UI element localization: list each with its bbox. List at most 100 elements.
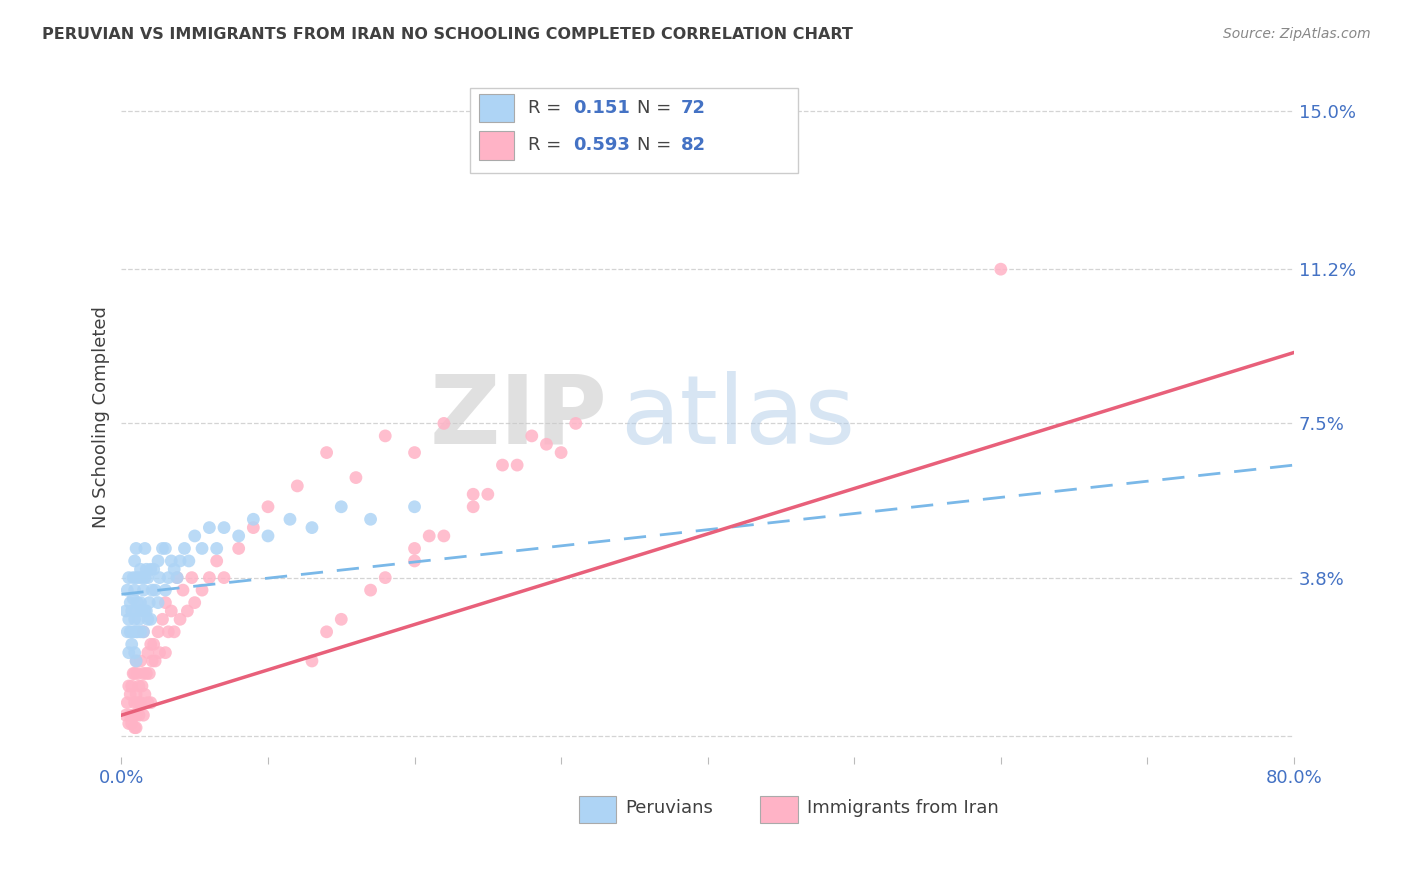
Point [124, 612, 146, 626]
Text: 72: 72 [681, 99, 706, 117]
Text: 0.151: 0.151 [572, 99, 630, 117]
Point [132, 666, 155, 681]
Point [117, 583, 139, 598]
Point [132, 624, 155, 639]
Point [125, 721, 148, 735]
Point [139, 612, 162, 626]
Point [120, 596, 142, 610]
Point [257, 529, 280, 543]
Point [404, 541, 426, 556]
Point [180, 571, 202, 585]
Point [132, 583, 155, 598]
Point [131, 604, 153, 618]
Point [128, 612, 150, 626]
Text: N =: N = [637, 99, 678, 117]
Point [125, 624, 148, 639]
Point [278, 512, 301, 526]
Point [118, 571, 141, 585]
Point [191, 583, 214, 598]
Point [118, 716, 141, 731]
Point [136, 612, 159, 626]
Point [125, 654, 148, 668]
Point [124, 696, 146, 710]
Point [120, 624, 142, 639]
Point [125, 571, 148, 585]
Point [157, 571, 180, 585]
Point [124, 666, 146, 681]
Point [148, 571, 170, 585]
Point [176, 604, 198, 618]
Point [135, 562, 157, 576]
Point [491, 458, 513, 472]
Point [205, 541, 228, 556]
Point [142, 637, 165, 651]
Point [121, 679, 143, 693]
Point [205, 554, 228, 568]
Point [124, 646, 146, 660]
Point [121, 637, 143, 651]
Point [228, 541, 250, 556]
Point [143, 654, 166, 668]
Point [127, 596, 149, 610]
Point [433, 529, 456, 543]
Point [128, 571, 150, 585]
Point [301, 654, 323, 668]
Point [136, 646, 159, 660]
Point [125, 708, 148, 723]
Point [374, 429, 396, 443]
Point [301, 520, 323, 534]
Point [115, 604, 138, 618]
FancyBboxPatch shape [479, 131, 515, 160]
Point [160, 604, 183, 618]
Point [374, 571, 396, 585]
Point [990, 262, 1012, 277]
Point [136, 696, 159, 710]
Point [131, 679, 153, 693]
Point [152, 612, 174, 626]
Text: Peruvians: Peruvians [626, 799, 713, 817]
Point [124, 583, 146, 598]
Point [166, 571, 188, 585]
Point [242, 512, 264, 526]
Point [127, 696, 149, 710]
Point [141, 654, 163, 668]
Point [118, 646, 141, 660]
Text: ZIP: ZIP [430, 371, 607, 464]
Point [163, 562, 186, 576]
Point [146, 554, 169, 568]
Point [404, 500, 426, 514]
FancyBboxPatch shape [470, 87, 799, 172]
Point [172, 583, 194, 598]
Point [198, 571, 221, 585]
Point [285, 479, 308, 493]
Point [120, 708, 142, 723]
Point [134, 687, 156, 701]
Point [124, 721, 146, 735]
Point [122, 666, 145, 681]
Point [141, 583, 163, 598]
Point [155, 541, 177, 556]
Point [117, 696, 139, 710]
Text: PERUVIAN VS IMMIGRANTS FROM IRAN NO SCHOOLING COMPLETED CORRELATION CHART: PERUVIAN VS IMMIGRANTS FROM IRAN NO SCHO… [42, 27, 853, 42]
Y-axis label: No Schooling Completed: No Schooling Completed [93, 306, 110, 528]
Point [564, 417, 586, 431]
Point [125, 687, 148, 701]
Point [146, 596, 169, 610]
Point [191, 541, 214, 556]
Point [173, 541, 195, 556]
Text: Immigrants from Iran: Immigrants from Iran [807, 799, 1000, 817]
Point [315, 624, 337, 639]
Point [163, 624, 186, 639]
Point [228, 529, 250, 543]
Point [166, 571, 188, 585]
Point [122, 708, 145, 723]
Point [360, 583, 382, 598]
Point [183, 596, 205, 610]
Point [129, 624, 152, 639]
Point [129, 596, 152, 610]
Point [536, 437, 558, 451]
Point [122, 591, 145, 606]
Point [127, 666, 149, 681]
Point [155, 583, 177, 598]
Point [143, 583, 166, 598]
